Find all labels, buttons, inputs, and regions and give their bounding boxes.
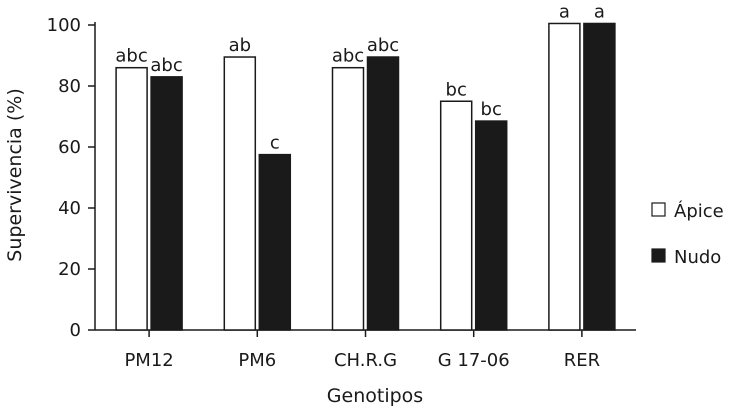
x-category-label: RER [564, 350, 600, 371]
significance-label: abc [115, 46, 147, 67]
bar-apice [115, 66, 148, 331]
axes: 0 20 40 60 80 100 PM12 PM6 CH.R.G G 17-06 RER [47, 15, 636, 371]
significance-label: ab [229, 35, 251, 56]
bar-apice [439, 100, 473, 331]
bar-nudo [474, 120, 508, 331]
x-category-label: PM6 [238, 350, 276, 371]
significance-label: abc [332, 46, 364, 67]
x-category-label: G 17-06 [438, 350, 510, 371]
significance-label: bc [481, 99, 502, 120]
significance-label: c [270, 133, 280, 154]
y-axis-title: Supervivencia (%) [4, 88, 26, 261]
legend-swatch-apice [651, 202, 666, 217]
y-tick-label: 60 [58, 137, 81, 158]
y-tick-label: 0 [70, 320, 81, 341]
x-category-label: CH.R.G [334, 350, 397, 371]
significance-label: abc [150, 55, 182, 76]
significance-label: abc [367, 35, 399, 56]
bar-apice [331, 66, 365, 331]
legend: Ápice Nudo [651, 200, 724, 268]
bar-apice [223, 56, 257, 331]
y-tick-label: 40 [58, 198, 81, 219]
bar-nudo [583, 22, 616, 331]
significance-label: a [594, 1, 605, 22]
bar-nudo [366, 56, 400, 331]
legend-label: Nudo [674, 247, 721, 268]
x-axis-title: Genotipos [327, 385, 423, 407]
y-tick-label: 80 [58, 76, 81, 97]
significance-label: a [559, 1, 570, 22]
significance-label: bc [446, 79, 467, 100]
x-category-label: PM12 [124, 350, 173, 371]
bars [115, 22, 616, 331]
y-tick-label: 100 [47, 15, 81, 36]
bar-nudo [150, 76, 183, 331]
y-tick-label: 20 [58, 259, 81, 280]
legend-swatch-nudo [651, 248, 666, 263]
bar-nudo [258, 153, 292, 331]
legend-label: Ápice [674, 200, 724, 222]
bar-apice [548, 22, 581, 331]
